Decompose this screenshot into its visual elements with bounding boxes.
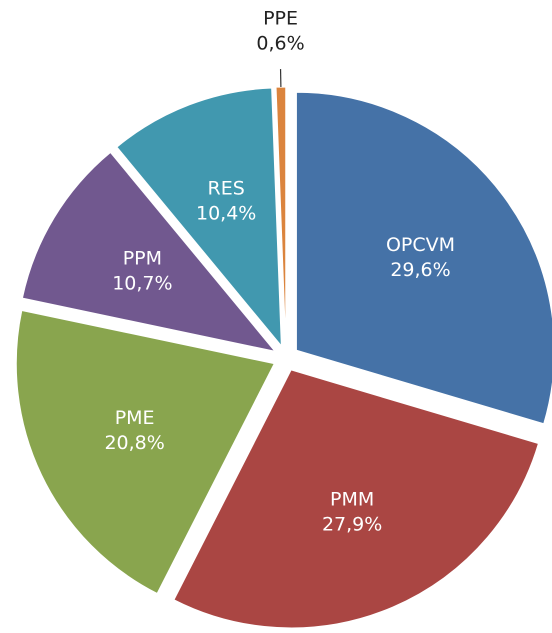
slice-label: RES bbox=[208, 178, 245, 200]
slice-value: 20,8% bbox=[104, 432, 164, 454]
slice-label: PPE bbox=[263, 8, 298, 30]
pie-slice bbox=[21, 151, 277, 353]
slice-label: PMM bbox=[330, 489, 374, 511]
slice-value: 10,4% bbox=[196, 203, 256, 225]
slice-value: 27,9% bbox=[322, 514, 382, 536]
slice-value: 10,7% bbox=[112, 273, 172, 295]
slice-value: 29,6% bbox=[390, 259, 450, 281]
slice-label: OPCVM bbox=[386, 234, 455, 256]
slice-value: 0,6% bbox=[256, 33, 304, 55]
slice-label: PPM bbox=[123, 248, 162, 270]
pie-slice bbox=[295, 91, 552, 425]
pie-slice bbox=[116, 87, 282, 348]
pie-slice bbox=[173, 369, 540, 629]
pie-slice bbox=[15, 309, 276, 595]
slice-label: PME bbox=[115, 407, 155, 429]
